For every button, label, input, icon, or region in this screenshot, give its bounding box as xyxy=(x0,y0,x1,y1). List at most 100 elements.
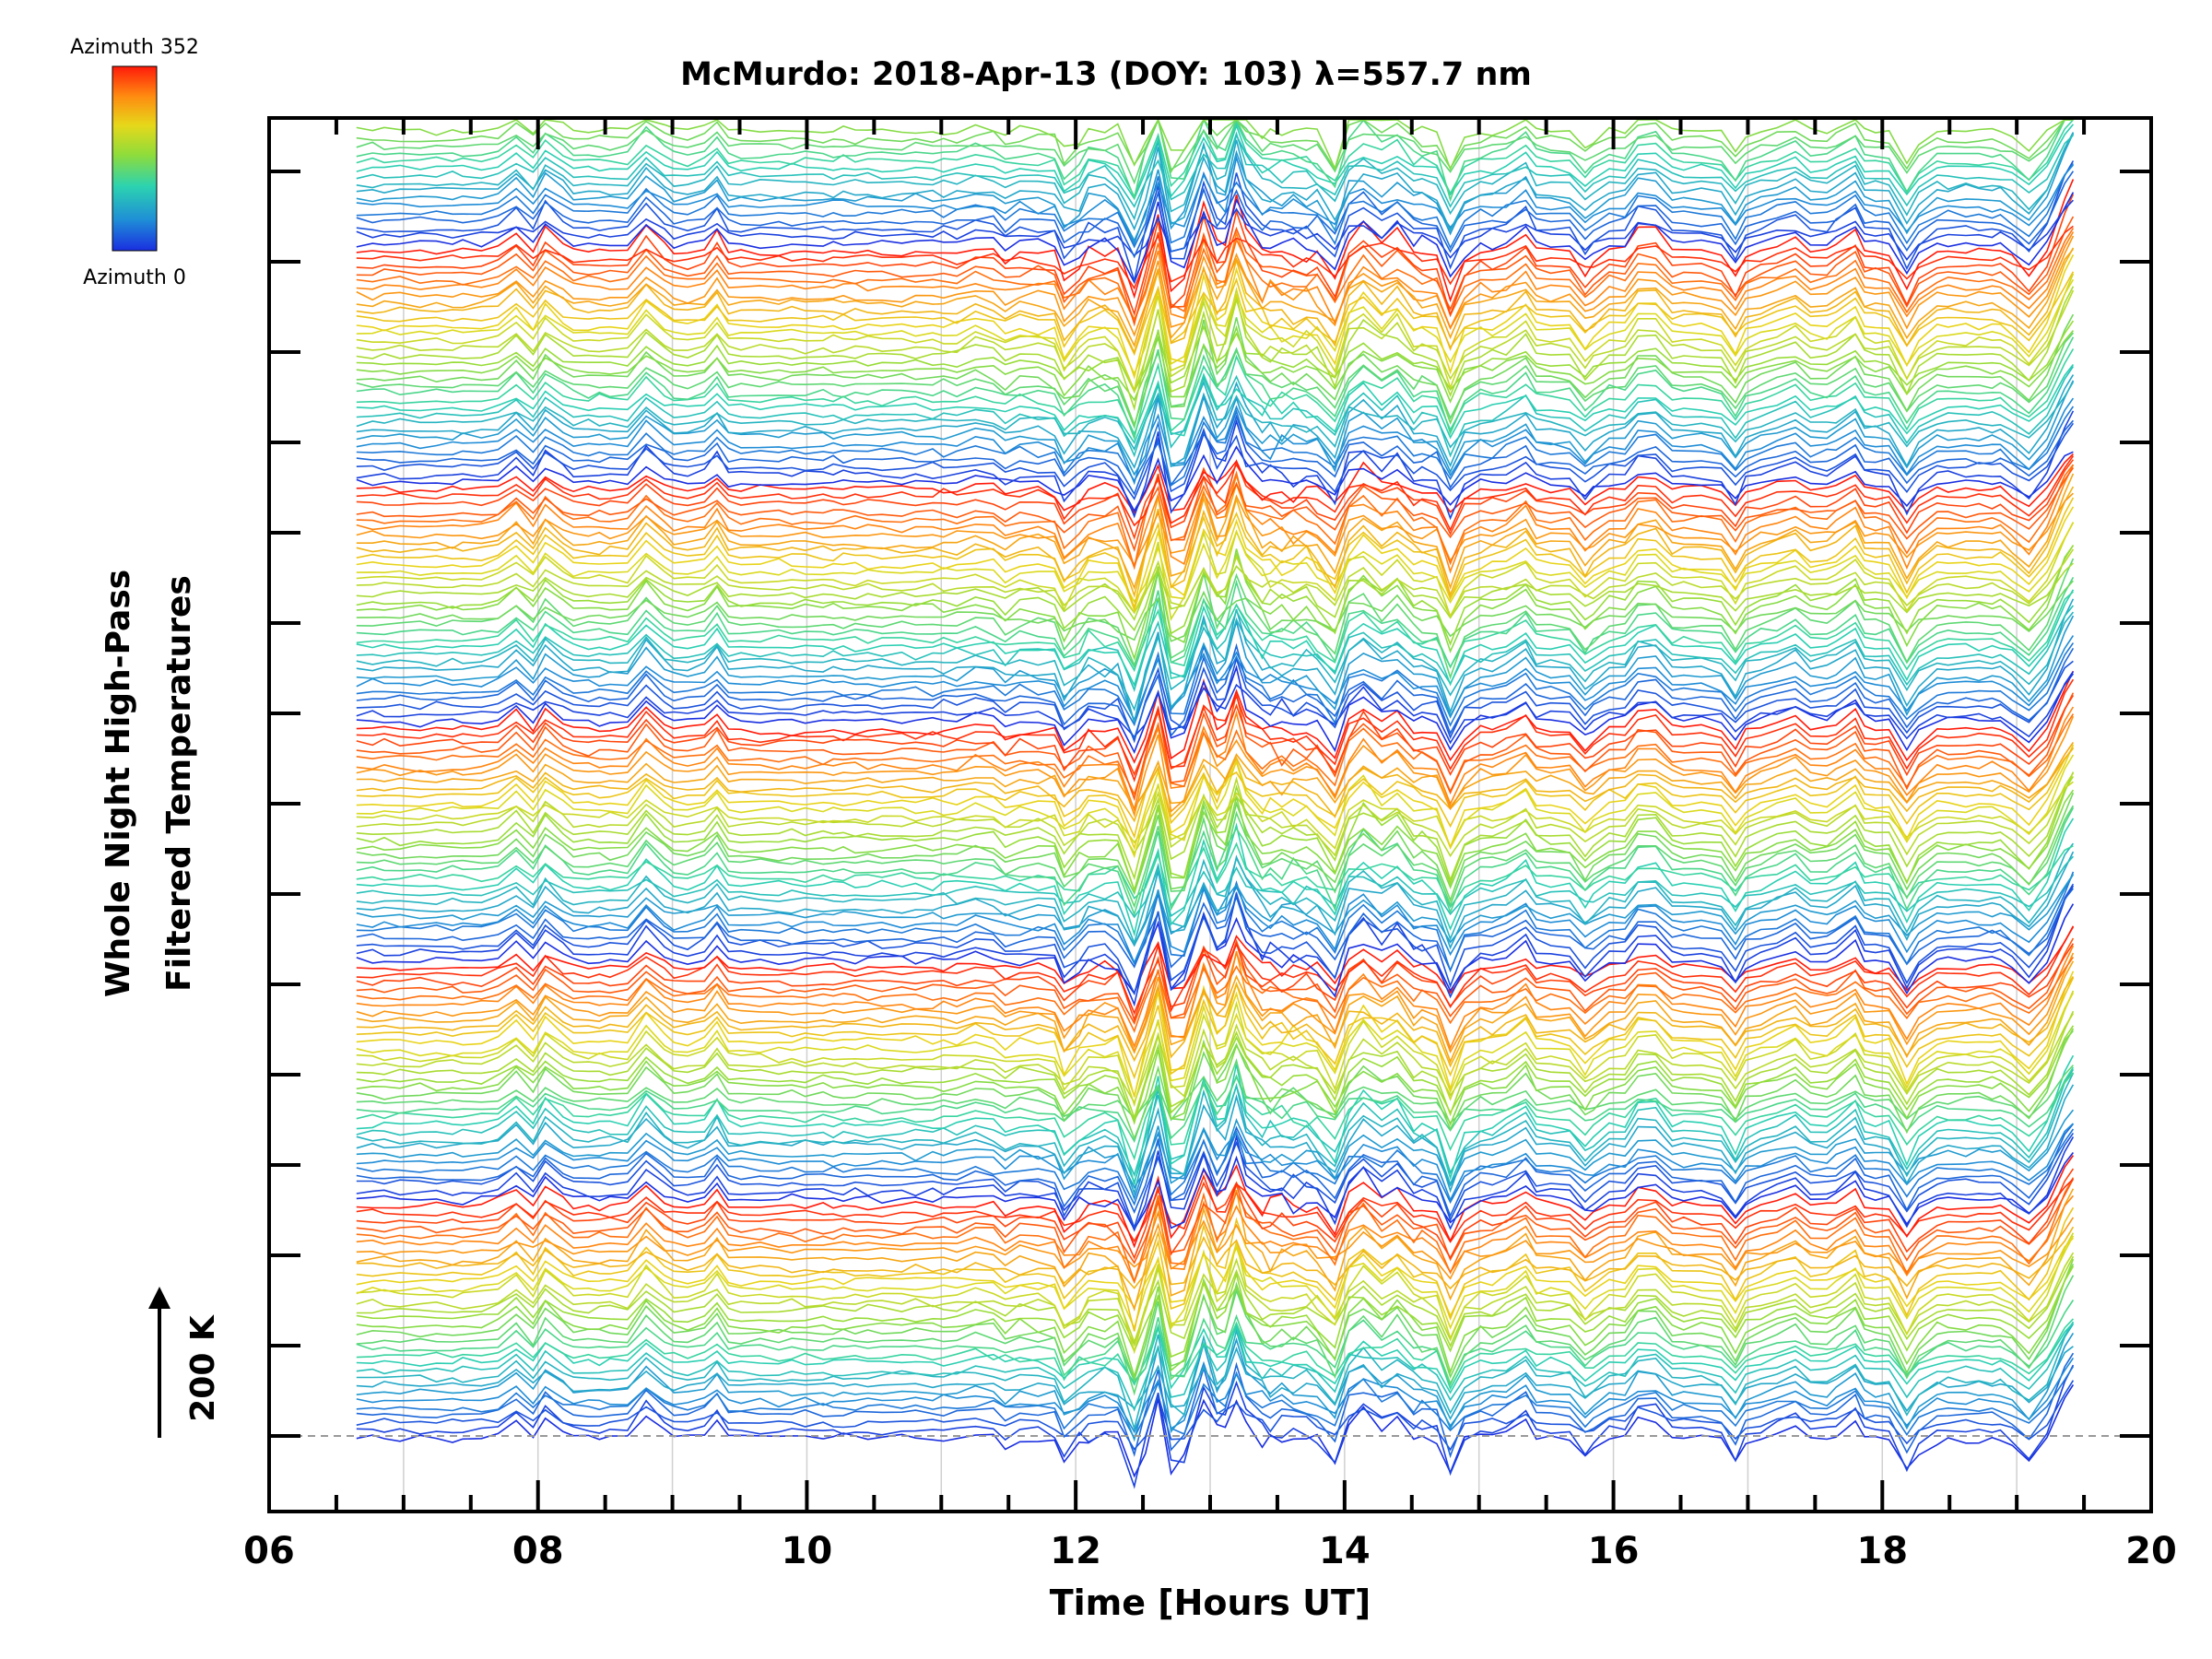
colorbar-top-label: Azimuth 352 xyxy=(70,36,199,59)
series-line xyxy=(356,117,2074,174)
series-line xyxy=(356,1265,2075,1359)
series-line xyxy=(356,117,2074,185)
series-line xyxy=(356,976,2075,1068)
series-line xyxy=(356,455,2075,532)
series-line xyxy=(356,1217,2075,1280)
series-line xyxy=(356,1109,2075,1190)
series-line xyxy=(356,1232,2075,1355)
series-line xyxy=(356,1054,2075,1185)
chart-title: McMurdo: 2018-Apr-13 (DOY: 103) λ=557.7 … xyxy=(680,56,1532,93)
series-line xyxy=(356,247,2075,355)
series-line xyxy=(356,271,2075,357)
series-line xyxy=(356,1194,2075,1285)
series-line xyxy=(356,805,2075,909)
series-line xyxy=(356,324,2075,404)
colorbar-bottom-label: Azimuth 0 xyxy=(83,266,186,289)
series-line xyxy=(356,841,2074,909)
series-line xyxy=(356,1173,2074,1243)
series-line xyxy=(356,332,2075,429)
series-line xyxy=(356,874,2075,965)
series-line xyxy=(356,1235,2075,1331)
series-line xyxy=(356,754,2075,859)
series-line xyxy=(356,772,2075,858)
series-line xyxy=(356,545,2075,646)
series-line xyxy=(356,605,2075,693)
y-axis-label-line2: Filtered Temperatures xyxy=(160,575,198,992)
colorbar-gradient xyxy=(112,65,158,252)
series-line xyxy=(356,885,2075,1007)
series-line xyxy=(356,132,2075,232)
series-line xyxy=(356,1383,2075,1478)
series-line xyxy=(356,956,2075,1033)
series-line xyxy=(356,160,2075,284)
series-line xyxy=(356,642,2075,727)
series-line xyxy=(356,855,2074,919)
series-line xyxy=(356,945,2075,1051)
series-line xyxy=(356,678,2075,782)
scale-bar: 200 K xyxy=(148,1287,222,1438)
series-line xyxy=(356,1025,2075,1125)
series-line xyxy=(356,771,2075,893)
series-line xyxy=(356,464,2075,574)
series-line xyxy=(356,1366,2075,1440)
series-line xyxy=(356,117,2074,203)
colorbar: Azimuth 352 Azimuth 0 xyxy=(70,36,199,289)
series-line xyxy=(356,123,2075,201)
series-line xyxy=(356,1072,2075,1186)
series-line xyxy=(356,486,2075,598)
series-line xyxy=(356,1255,2075,1348)
series-line xyxy=(356,789,2075,893)
scale-arrow-head xyxy=(148,1287,171,1309)
series-line xyxy=(356,775,2075,882)
series-line xyxy=(356,792,2075,902)
series-line xyxy=(356,235,2075,337)
series-line xyxy=(356,289,2075,394)
series-line xyxy=(356,320,2075,394)
scale-bar-label: 200 K xyxy=(184,1314,222,1422)
series-line xyxy=(356,422,2075,500)
series-line xyxy=(356,453,2074,515)
series-line xyxy=(356,1123,2074,1202)
series-line xyxy=(356,131,2074,208)
x-tick-label: 08 xyxy=(512,1530,564,1572)
series-line xyxy=(356,1188,2075,1312)
series-line xyxy=(356,713,2075,796)
series-line xyxy=(356,1134,2075,1232)
series-line xyxy=(356,1206,2075,1332)
series-line xyxy=(356,615,2075,724)
series-line xyxy=(356,133,2075,242)
series-line xyxy=(356,940,2075,1022)
series-line xyxy=(356,348,2075,436)
series-line xyxy=(356,380,2075,477)
series-line xyxy=(356,366,2075,458)
series-line xyxy=(356,380,2075,452)
series-line xyxy=(356,580,2074,642)
x-tick-labels: 06 08 10 12 14 16 18 20 xyxy=(243,1530,2177,1572)
series-line xyxy=(356,1321,2075,1412)
series-line xyxy=(356,741,2075,810)
series-line xyxy=(356,883,2075,995)
series-line xyxy=(356,960,2075,1064)
series-line xyxy=(356,577,2075,669)
series-line xyxy=(356,1068,2075,1178)
series-line xyxy=(356,467,2075,552)
series-line xyxy=(356,179,2075,303)
series-line xyxy=(356,473,2075,591)
series-line xyxy=(356,903,2075,998)
series-line xyxy=(356,313,2075,428)
series-line xyxy=(356,1357,2075,1434)
series-line xyxy=(356,977,2075,1080)
series-line xyxy=(356,1010,2075,1121)
x-tick-label: 18 xyxy=(1856,1530,1908,1572)
series-line xyxy=(356,154,2075,246)
series-line xyxy=(356,655,2074,744)
series-line xyxy=(356,692,2075,802)
series-line xyxy=(356,254,2075,380)
x-tick-label: 14 xyxy=(1319,1530,1371,1572)
series-line xyxy=(356,374,2075,469)
series-line xyxy=(356,192,2075,285)
series-line xyxy=(356,781,2074,850)
series-line xyxy=(356,1226,2075,1290)
series-line xyxy=(356,397,2075,486)
